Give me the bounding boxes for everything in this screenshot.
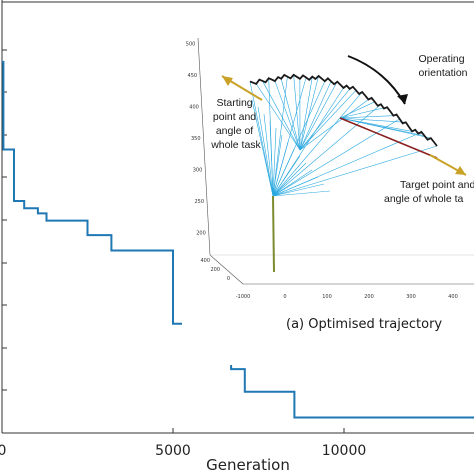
inset-y-tick-label: 500 [186,42,196,48]
fan-line [299,81,332,151]
inset-y-tick-label: 250 [194,199,204,205]
operating-orientation-label: Operating orientation [418,53,467,79]
trajectory-fan-lines [249,74,438,197]
fan-line [272,141,289,197]
inset-vertical-axis [197,37,211,256]
fan-line [272,155,301,197]
series-layer [2,60,474,419]
target-orientation-arrow [429,154,467,176]
fan-line [262,80,301,151]
fan-line [272,169,313,197]
fan-line [272,127,277,197]
fan-line [263,113,274,197]
fan-line [272,118,400,197]
fan-line [251,99,274,197]
fan-line [299,99,369,151]
inset-depth-axis [209,254,244,285]
fan-line [339,117,431,139]
x-tick-label: 10000 [322,443,367,459]
target-arm-line [339,117,438,159]
inset-y-tick-label: 300 [193,168,203,174]
x-axis-title: Generation [206,456,290,474]
fan-line [339,106,388,119]
inset-y-tick-label: 350 [191,136,201,142]
robot-base-line [272,195,275,273]
fan-line [257,106,274,197]
fan-line [339,117,406,123]
fan-line [272,148,295,197]
inset-x-ticks: -1000 0 100 200 300 400 [236,294,458,300]
inset-y-ticks: 500 450 400 350 300 250 200 [186,42,206,237]
fan-line [249,81,274,197]
fan-line [272,87,344,197]
fan-line [272,162,307,197]
main-axes [1,0,474,434]
fan-line [299,75,319,151]
inset-y-tick-label: 200 [196,231,206,237]
trajectory-outline [249,73,438,147]
inset-depth-tick-label: 0 [227,276,230,282]
inset-y-tick-label: 450 [188,73,198,79]
inset-x-tick-label: 100 [322,294,332,300]
fan-line [272,176,319,197]
operating-orientation-arrow [347,55,408,105]
fan-line [269,120,274,197]
inset-x-tick-label: 400 [448,294,458,300]
fan-line [255,83,301,151]
inset-x-tick-label: 300 [406,294,416,300]
x-ticks: 0 5000 10000 [0,428,366,459]
inset-x-tick-label: 200 [364,294,374,300]
fan-line [299,90,357,151]
fan-line [299,88,350,151]
inset-x-tick-label: 0 [283,294,286,300]
fan-line [339,101,375,119]
fan-line [274,80,301,151]
inset-x-tick-label: -1000 [236,294,251,300]
inset-depth-tick-label: 400 [200,258,210,264]
fan-line [272,76,288,197]
fan-line [272,145,438,197]
fan-line [272,190,331,197]
fan-line [299,81,338,151]
inset-depth-tick-label: 200 [210,267,220,273]
inset-background [182,30,474,365]
start-orientation-arrow [221,75,263,101]
fan-line [272,91,363,197]
fan-line [299,76,313,151]
x-tick-label: 0 [0,443,6,459]
inset-caption: (a) Optimised trajectory [286,317,442,332]
inset-y-tick-label: 400 [189,105,199,111]
fan-line [272,134,283,197]
fan-line [272,183,325,197]
fan-line [293,74,301,151]
series-line [2,60,474,419]
fan-line [339,115,394,119]
target-point-label: Target point and angle of whole ta [384,179,474,205]
start-point-label: Starting point and angle of whole task [210,97,261,151]
x-tick-label: 5000 [155,443,191,459]
fan-line [280,78,301,151]
